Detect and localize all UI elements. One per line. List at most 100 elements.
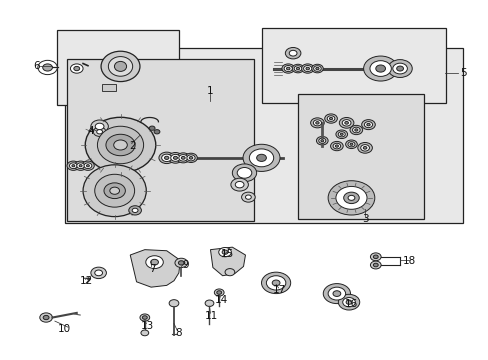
Circle shape: [159, 152, 174, 163]
Circle shape: [364, 122, 372, 128]
Text: 8: 8: [175, 328, 182, 338]
Circle shape: [235, 181, 244, 188]
Circle shape: [335, 186, 366, 209]
Circle shape: [189, 157, 192, 159]
Circle shape: [79, 165, 82, 167]
Circle shape: [106, 134, 135, 156]
Circle shape: [91, 267, 106, 279]
Text: 6: 6: [33, 61, 40, 71]
Circle shape: [222, 250, 227, 254]
Circle shape: [97, 130, 102, 134]
Circle shape: [232, 164, 256, 182]
Bar: [297, 94, 424, 219]
Circle shape: [178, 261, 184, 265]
Text: 9: 9: [183, 260, 189, 270]
Circle shape: [340, 133, 343, 135]
Circle shape: [294, 66, 301, 71]
Circle shape: [339, 117, 353, 128]
Circle shape: [332, 143, 340, 149]
Text: 12: 12: [80, 276, 93, 286]
Bar: [64, 48, 462, 223]
Circle shape: [86, 165, 89, 167]
Circle shape: [145, 256, 163, 269]
Circle shape: [327, 287, 345, 300]
Circle shape: [173, 156, 177, 159]
Circle shape: [256, 154, 266, 161]
Circle shape: [369, 61, 390, 76]
Circle shape: [114, 140, 127, 150]
Text: 14: 14: [214, 295, 227, 305]
Circle shape: [224, 269, 234, 276]
Ellipse shape: [97, 126, 143, 164]
Circle shape: [237, 167, 251, 178]
Circle shape: [310, 118, 324, 128]
Circle shape: [366, 123, 369, 126]
Circle shape: [345, 140, 357, 149]
Ellipse shape: [83, 165, 146, 217]
Text: 3: 3: [361, 214, 367, 224]
Circle shape: [320, 140, 323, 142]
Circle shape: [170, 154, 180, 161]
Polygon shape: [210, 247, 245, 276]
Circle shape: [372, 263, 377, 267]
Circle shape: [216, 291, 221, 294]
Circle shape: [181, 157, 185, 159]
Text: 10: 10: [58, 324, 71, 334]
Circle shape: [168, 153, 183, 163]
Circle shape: [346, 300, 351, 304]
Ellipse shape: [85, 117, 156, 173]
Circle shape: [387, 60, 411, 77]
Circle shape: [282, 64, 294, 73]
Bar: [102, 84, 116, 91]
Circle shape: [169, 300, 179, 307]
Circle shape: [349, 125, 362, 135]
Circle shape: [361, 120, 374, 130]
Circle shape: [342, 120, 350, 126]
Circle shape: [176, 153, 190, 163]
Circle shape: [286, 67, 289, 70]
Circle shape: [149, 126, 155, 130]
Circle shape: [324, 114, 337, 123]
Circle shape: [38, 60, 57, 75]
Circle shape: [93, 127, 106, 136]
Circle shape: [363, 147, 366, 149]
Circle shape: [214, 289, 224, 296]
Bar: [261, 28, 446, 103]
Circle shape: [104, 183, 125, 199]
Text: 7: 7: [148, 264, 155, 274]
Circle shape: [332, 291, 340, 296]
Text: 11: 11: [204, 311, 218, 321]
Circle shape: [326, 116, 334, 121]
Circle shape: [150, 259, 158, 265]
Circle shape: [81, 161, 94, 170]
Circle shape: [74, 66, 80, 71]
Text: 2: 2: [129, 141, 136, 151]
Text: 5: 5: [459, 68, 466, 78]
Circle shape: [91, 120, 108, 133]
Ellipse shape: [95, 174, 134, 207]
Circle shape: [335, 145, 338, 147]
Circle shape: [291, 64, 303, 73]
Circle shape: [230, 178, 248, 191]
Circle shape: [266, 276, 285, 290]
Circle shape: [72, 165, 75, 167]
Circle shape: [285, 48, 300, 59]
Circle shape: [241, 192, 255, 202]
Circle shape: [313, 66, 321, 71]
Circle shape: [179, 154, 187, 161]
Circle shape: [140, 314, 149, 321]
Ellipse shape: [101, 51, 140, 82]
Circle shape: [349, 143, 352, 145]
Circle shape: [288, 50, 296, 56]
Circle shape: [95, 123, 104, 130]
Circle shape: [296, 67, 299, 70]
Circle shape: [132, 208, 138, 212]
Circle shape: [261, 272, 290, 294]
Circle shape: [272, 280, 280, 286]
Text: 17: 17: [272, 285, 285, 295]
Text: 18: 18: [403, 256, 416, 266]
Circle shape: [42, 64, 52, 71]
Circle shape: [370, 253, 380, 261]
Text: 13: 13: [141, 321, 154, 331]
Circle shape: [164, 156, 168, 159]
